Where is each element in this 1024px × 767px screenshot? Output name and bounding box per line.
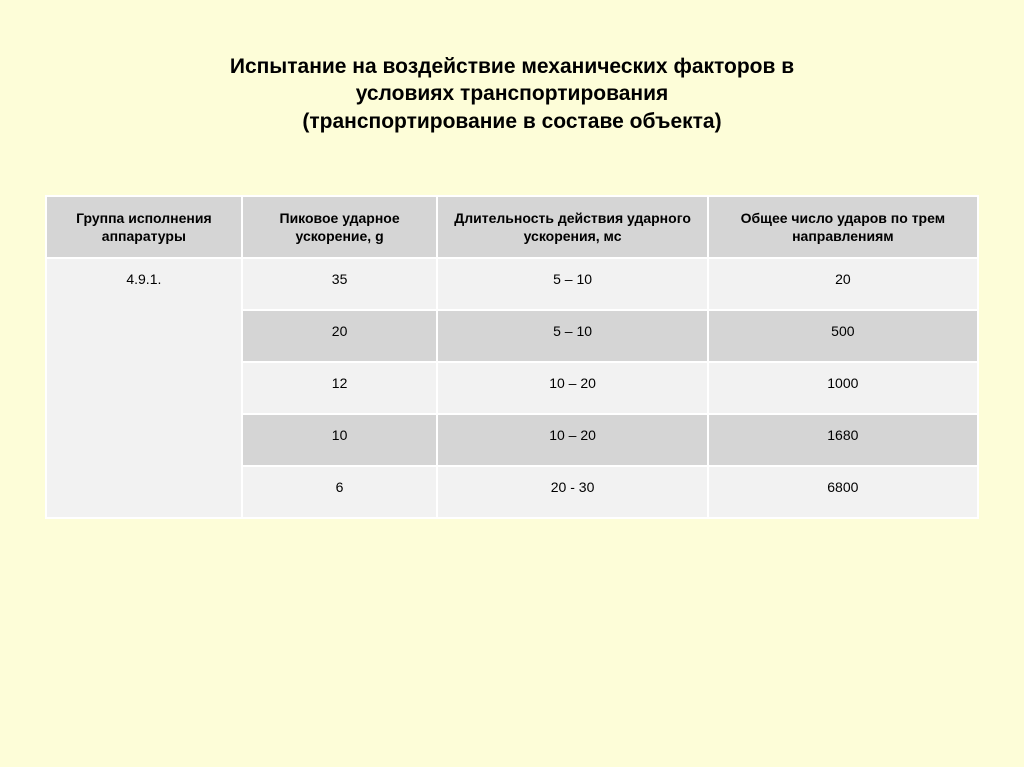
cell-accel: 6 (242, 466, 438, 518)
cell-accel: 35 (242, 258, 438, 310)
col-header-group: Группа исполнения аппаратуры (46, 196, 242, 258)
group-cell: 4.9.1. (46, 258, 242, 518)
cell-accel: 20 (242, 310, 438, 362)
cell-accel: 10 (242, 414, 438, 466)
slide-title: Испытание на воздействие механических фа… (122, 53, 902, 135)
title-line-1: Испытание на воздействие механических фа… (230, 55, 794, 78)
col-header-accel: Пиковое ударное ускорение, g (242, 196, 438, 258)
title-line-3: (транспортирование в составе объекта) (302, 110, 721, 133)
col-header-duration: Длительность действия ударного ускорения… (437, 196, 707, 258)
cell-accel: 12 (242, 362, 438, 414)
cell-count: 20 (708, 258, 978, 310)
cell-duration: 10 – 20 (437, 414, 707, 466)
data-table: Группа исполнения аппаратуры Пиковое уда… (45, 195, 979, 519)
col-header-count: Общее число ударов по трем направлениям (708, 196, 978, 258)
cell-duration: 20 - 30 (437, 466, 707, 518)
title-line-2: условиях транспортирования (356, 82, 669, 105)
table-header-row: Группа исполнения аппаратуры Пиковое уда… (46, 196, 978, 258)
table-row: 4.9.1. 35 5 – 10 20 (46, 258, 978, 310)
cell-duration: 5 – 10 (437, 258, 707, 310)
cell-count: 6800 (708, 466, 978, 518)
cell-count: 1000 (708, 362, 978, 414)
cell-count: 500 (708, 310, 978, 362)
cell-count: 1680 (708, 414, 978, 466)
cell-duration: 5 – 10 (437, 310, 707, 362)
cell-duration: 10 – 20 (437, 362, 707, 414)
